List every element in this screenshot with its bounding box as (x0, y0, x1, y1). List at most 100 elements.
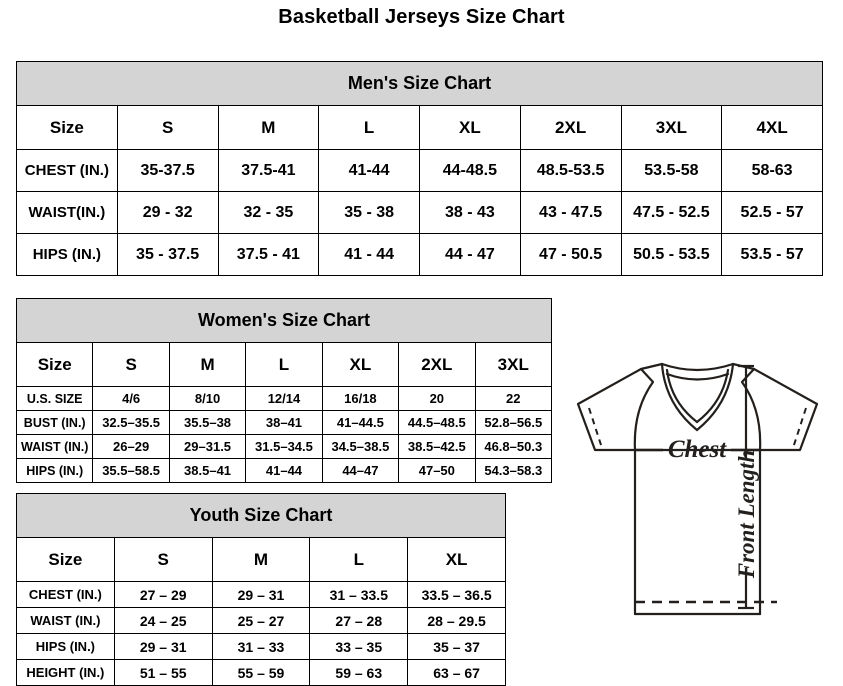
jersey-outline-icon (576, 362, 819, 616)
mens-chest-3xl: 53.5-58 (620, 149, 723, 192)
womens-hips-3xl: 54.3–58.3 (474, 458, 553, 483)
table-row: WAIST (IN.) 24 – 25 25 – 27 27 – 28 28 –… (16, 607, 506, 634)
table-row: HIPS (IN.) 35 - 37.5 37.5 - 41 41 - 44 4… (16, 233, 823, 276)
youth-waist-xl: 28 – 29.5 (407, 607, 506, 634)
womens-column-header-3xl: 3XL (474, 342, 553, 387)
table-header-row: Size S M L XL (16, 537, 506, 582)
youth-waist-l: 27 – 28 (309, 607, 409, 634)
youth-size-chart-table: Youth Size Chart Size S M L XL CHEST (IN… (16, 493, 506, 686)
womens-waist-2xl: 38.5–42.5 (398, 434, 476, 459)
mens-chest-l: 41-44 (318, 149, 420, 192)
mens-waist-xl: 38 - 43 (419, 191, 521, 234)
youth-row-label-height: HEIGHT (IN.) (16, 659, 115, 686)
womens-hips-m: 38.5–41 (168, 458, 247, 483)
table-caption-row: Youth Size Chart (16, 493, 506, 538)
mens-column-header-l: L (318, 105, 420, 150)
mens-hips-l: 41 - 44 (318, 233, 420, 276)
mens-column-header-2xl: 2XL (519, 105, 622, 150)
jersey-measurement-diagram: Chest Front Length (555, 352, 840, 662)
womens-hips-xl: 44–47 (321, 458, 400, 483)
mens-waist-m: 32 - 35 (217, 191, 320, 234)
youth-hips-xl: 35 – 37 (407, 633, 506, 660)
womens-bust-3xl: 52.8–56.5 (474, 410, 553, 435)
youth-height-l: 59 – 63 (309, 659, 409, 686)
womens-chart-caption: Women's Size Chart (16, 298, 552, 343)
table-row: HEIGHT (IN.) 51 – 55 55 – 59 59 – 63 63 … (16, 659, 506, 686)
mens-size-chart-table: Men's Size Chart Size S M L XL 2XL 3XL 4… (16, 61, 823, 276)
mens-chest-4xl: 58-63 (721, 149, 823, 192)
table-row: HIPS (IN.) 29 – 31 31 – 33 33 – 35 35 – … (16, 633, 506, 660)
table-caption-row: Men's Size Chart (16, 61, 823, 106)
womens-row-label-bust: BUST (IN.) (15, 410, 94, 435)
youth-hips-s: 29 – 31 (113, 633, 213, 660)
womens-column-header-xl: XL (321, 342, 400, 387)
youth-height-xl: 63 – 67 (407, 659, 506, 686)
womens-column-header-l: L (245, 342, 323, 387)
womens-waist-m: 29–31.5 (168, 434, 247, 459)
womens-us-size-3xl: 22 (474, 386, 553, 411)
table-header-row: Size S M L XL 2XL 3XL 4XL (16, 105, 823, 150)
mens-chest-s: 35-37.5 (116, 149, 219, 192)
womens-waist-s: 26–29 (92, 434, 170, 459)
mens-row-label-chest: CHEST (IN.) (16, 149, 118, 192)
table-caption-row: Women's Size Chart (16, 298, 552, 343)
youth-chest-m: 29 – 31 (211, 581, 311, 608)
mens-row-label-hips: HIPS (IN.) (16, 233, 118, 276)
mens-hips-s: 35 - 37.5 (116, 233, 219, 276)
mens-row-label-waist: WAIST(IN.) (16, 191, 118, 234)
womens-hips-s: 35.5–58.5 (92, 458, 170, 483)
table-row: WAIST(IN.) 29 - 32 32 - 35 35 - 38 38 - … (16, 191, 823, 234)
page-title: Basketball Jerseys Size Chart (278, 6, 565, 28)
womens-bust-m: 35.5–38 (168, 410, 247, 435)
front-length-measure-line-icon (738, 364, 754, 610)
womens-us-size-l: 12/14 (245, 386, 323, 411)
table-header-row: Size S M L XL 2XL 3XL (15, 342, 553, 387)
table-row: HIPS (IN.) 35.5–58.5 38.5–41 41–44 44–47… (15, 458, 553, 483)
womens-waist-l: 31.5–34.5 (245, 434, 323, 459)
youth-chest-s: 27 – 29 (113, 581, 213, 608)
mens-size-label: Size (16, 105, 118, 150)
womens-row-label-us-size: U.S. SIZE (15, 386, 94, 411)
mens-chest-xl: 44-48.5 (419, 149, 521, 192)
womens-us-size-xl: 16/18 (321, 386, 400, 411)
womens-bust-2xl: 44.5–48.5 (398, 410, 476, 435)
womens-hips-2xl: 47–50 (398, 458, 476, 483)
mens-waist-s: 29 - 32 (116, 191, 219, 234)
youth-chest-xl: 33.5 – 36.5 (407, 581, 506, 608)
womens-bust-s: 32.5–35.5 (92, 410, 170, 435)
womens-bust-l: 38–41 (245, 410, 323, 435)
youth-row-label-chest: CHEST (IN.) (16, 581, 115, 608)
youth-height-s: 51 – 55 (113, 659, 213, 686)
womens-us-size-2xl: 20 (398, 386, 476, 411)
youth-size-label: Size (16, 537, 115, 582)
youth-column-header-l: L (309, 537, 409, 582)
womens-row-label-hips: HIPS (IN.) (15, 458, 94, 483)
mens-hips-4xl: 53.5 - 57 (721, 233, 823, 276)
sleeve-hem-dashed-lines-icon (588, 407, 807, 449)
mens-waist-3xl: 47.5 - 52.5 (620, 191, 723, 234)
womens-size-label: Size (15, 342, 94, 387)
womens-us-size-s: 4/6 (92, 386, 170, 411)
youth-chest-l: 31 – 33.5 (309, 581, 409, 608)
mens-column-header-s: S (116, 105, 219, 150)
youth-row-label-waist: WAIST (IN.) (16, 607, 115, 634)
youth-column-header-s: S (113, 537, 213, 582)
mens-column-header-m: M (217, 105, 320, 150)
youth-height-m: 55 – 59 (211, 659, 311, 686)
womens-hips-l: 41–44 (245, 458, 323, 483)
womens-column-header-2xl: 2XL (398, 342, 476, 387)
table-row: WAIST (IN.) 26–29 29–31.5 31.5–34.5 34.5… (15, 434, 553, 459)
mens-waist-l: 35 - 38 (318, 191, 420, 234)
mens-hips-2xl: 47 - 50.5 (519, 233, 622, 276)
mens-hips-xl: 44 - 47 (419, 233, 521, 276)
mens-column-header-3xl: 3XL (620, 105, 723, 150)
womens-size-chart-table: Women's Size Chart Size S M L XL 2XL 3XL… (15, 298, 553, 483)
mens-column-header-4xl: 4XL (721, 105, 823, 150)
table-row: CHEST (IN.) 27 – 29 29 – 31 31 – 33.5 33… (16, 581, 506, 608)
table-row: CHEST (IN.) 35-37.5 37.5-41 41-44 44-48.… (16, 149, 823, 192)
youth-column-header-xl: XL (407, 537, 506, 582)
womens-row-label-waist: WAIST (IN.) (15, 434, 94, 459)
mens-waist-2xl: 43 - 47.5 (519, 191, 622, 234)
womens-bust-xl: 41–44.5 (321, 410, 400, 435)
mens-hips-m: 37.5 - 41 (217, 233, 320, 276)
